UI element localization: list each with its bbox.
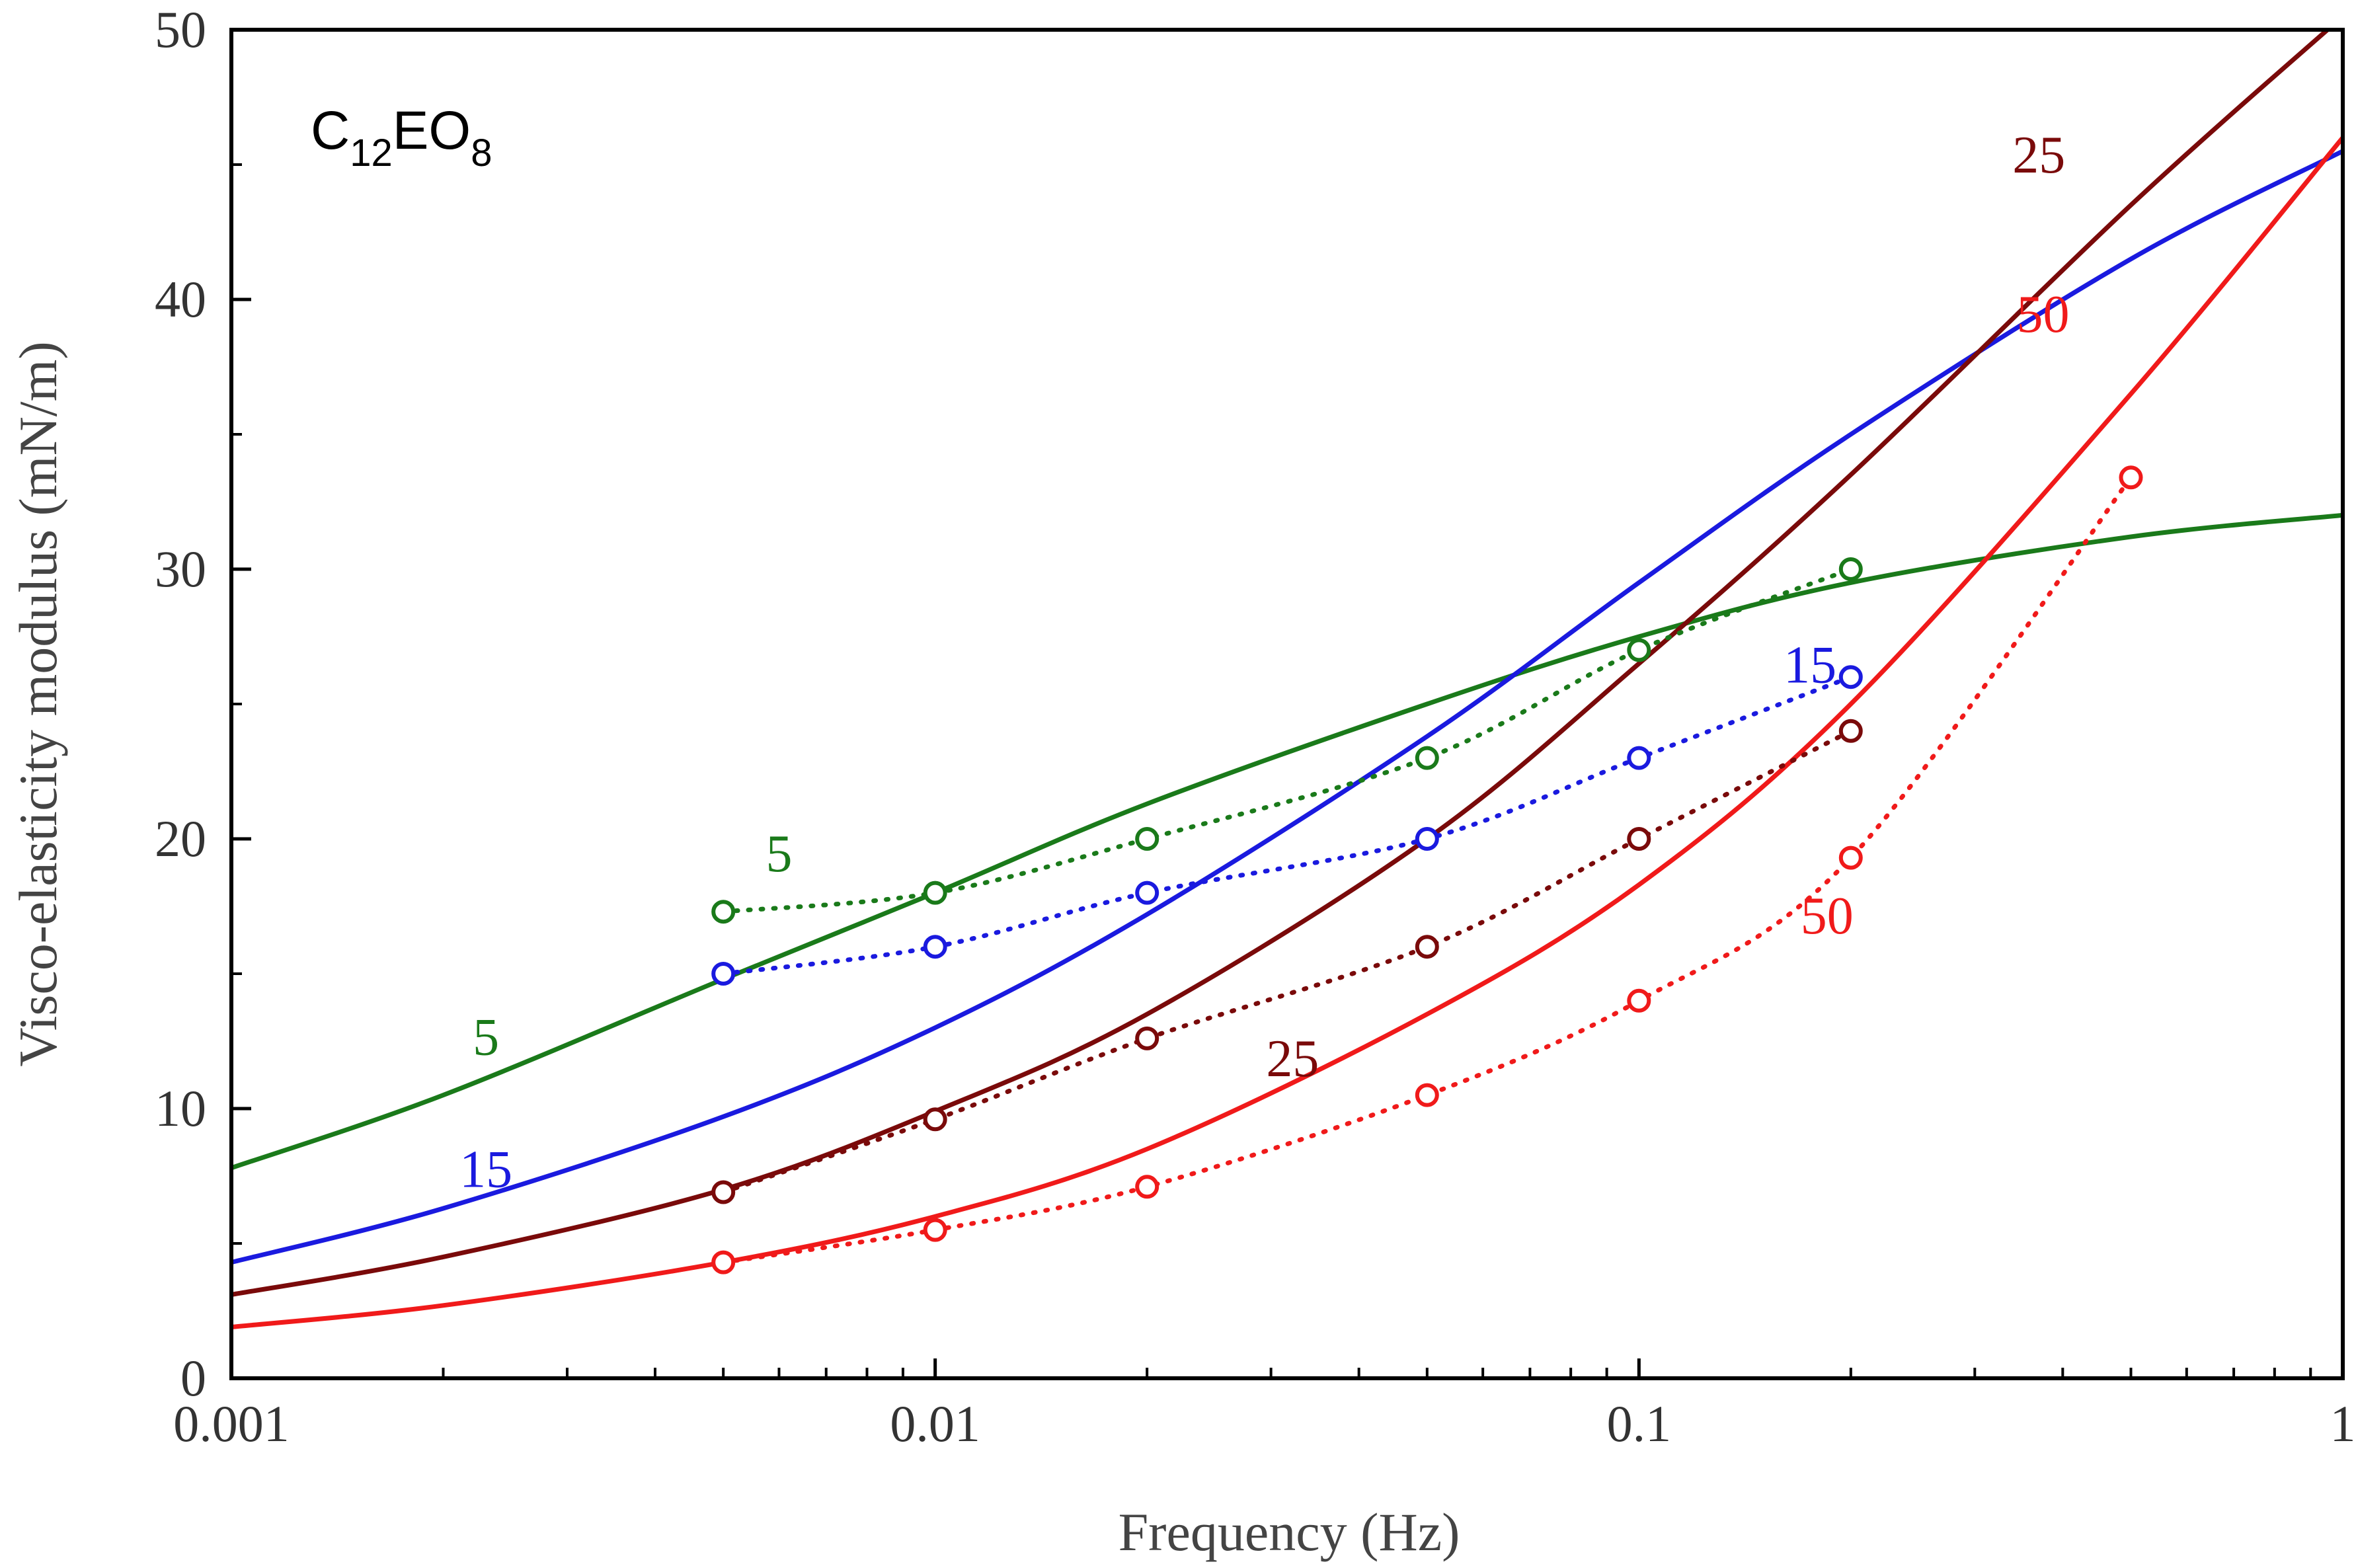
- data-point-15-4: [1627, 746, 1651, 770]
- data-point-15-1: [923, 935, 947, 959]
- data-point-5-1: [923, 881, 947, 905]
- y-tick-label: 40: [155, 270, 206, 328]
- data-point-50-1: [923, 1218, 947, 1242]
- measured-series: [711, 465, 2143, 1274]
- data-point-25-3: [1415, 935, 1439, 959]
- y-tick-label: 0: [180, 1349, 206, 1407]
- x-tick-label: 0.001: [173, 1395, 290, 1452]
- data-point-50-6: [2119, 465, 2143, 490]
- data-point-25-5: [1838, 719, 1863, 743]
- y-tick-label: 50: [155, 1, 206, 58]
- curve-label-25-2: 25: [1266, 1030, 1319, 1088]
- data-point-15-2: [1135, 881, 1159, 905]
- curve-label-50-3: 50: [2017, 286, 2070, 344]
- data-point-50-4: [1627, 988, 1651, 1013]
- data-point-25-1: [923, 1107, 947, 1132]
- y-tick-label: 30: [155, 540, 206, 598]
- model-curve-25: [231, 30, 2332, 1297]
- measured-line-5: [721, 567, 1854, 914]
- y-tick-label: 20: [155, 810, 206, 867]
- data-point-5-0: [711, 900, 736, 924]
- data-point-15-3: [1415, 827, 1439, 851]
- data-point-25-2: [1135, 1026, 1159, 1050]
- data-point-5-4: [1627, 638, 1651, 662]
- y-axis-ticks: 0 10 20 30 40 50: [155, 1, 251, 1407]
- curve-labels: 5 15 25 50 5 15 25 50: [459, 126, 2069, 1198]
- curve-label-50-7: 50: [1801, 887, 1854, 945]
- data-point-5-3: [1415, 746, 1439, 770]
- data-point-15-0: [711, 962, 736, 986]
- measured-line-15: [721, 674, 1854, 976]
- y-axis-title: Visco-elasticity modulus (mN/m): [8, 341, 68, 1066]
- x-tick-label: 1: [2330, 1395, 2356, 1452]
- x-tick-label: 0.1: [1607, 1395, 1672, 1452]
- x-axis-title: Frequency (Hz): [1119, 1502, 1460, 1562]
- model-curve-50: [231, 136, 2343, 1329]
- data-point-5-5: [1838, 557, 1863, 581]
- data-point-50-5: [1838, 845, 1863, 870]
- curve-label-15-5: 15: [1784, 636, 1836, 694]
- curve-label-5-4: 5: [766, 825, 793, 883]
- curve-label-15-1: 15: [459, 1140, 512, 1198]
- data-point-50-2: [1135, 1175, 1159, 1199]
- x-axis-ticks: 0.001 0.01 0.1 1: [173, 1358, 2356, 1452]
- x-tick-label: 0.01: [890, 1395, 980, 1452]
- model-curves: [231, 30, 2343, 1329]
- data-point-5-2: [1135, 827, 1159, 851]
- curve-label-5-0: 5: [473, 1008, 499, 1066]
- y-tick-label: 10: [155, 1079, 206, 1137]
- data-point-50-0: [711, 1250, 736, 1274]
- curve-label-25-6: 25: [2012, 126, 2065, 184]
- sample-label: C12EO8: [311, 100, 492, 175]
- data-point-25-4: [1627, 827, 1651, 851]
- measured-line-25: [721, 728, 1854, 1195]
- data-point-50-3: [1415, 1083, 1439, 1107]
- data-point-25-0: [711, 1180, 736, 1204]
- model-curve-5: [231, 512, 2343, 1171]
- data-point-15-5: [1838, 665, 1863, 689]
